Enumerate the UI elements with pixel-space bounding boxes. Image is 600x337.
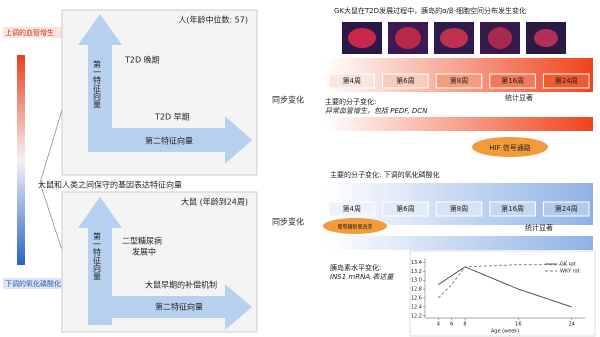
x-tick-label: 16	[515, 322, 521, 328]
week-label: 第6周	[396, 204, 414, 213]
week-label: 第24周	[555, 76, 578, 85]
axis-label: 第二特征向量	[155, 302, 203, 312]
micrographs	[342, 22, 566, 54]
color-bar	[17, 55, 25, 265]
week-label: 第16周	[501, 204, 524, 213]
legend-label: GK rat	[560, 262, 576, 268]
week-label: 第8周	[450, 76, 468, 85]
connector	[39, 109, 63, 251]
y-tick-label: 12.6	[411, 296, 422, 302]
x-tick-label: 4	[437, 322, 440, 328]
molecular: 主要的分子变化:	[325, 97, 376, 106]
stage-label: 二型糖尿病	[122, 236, 162, 246]
sync-label: 同步变化	[272, 95, 304, 105]
legend-top: 上调的血管增生	[5, 28, 54, 37]
label-box	[3, 27, 65, 38]
arrow	[88, 284, 252, 330]
series-line	[438, 264, 572, 299]
legend-label: WKY rat	[560, 269, 580, 275]
pathway-ellipse	[472, 137, 548, 157]
y-tick-label: 12.2	[411, 313, 422, 319]
label-box	[3, 278, 75, 289]
glucose-ellipse	[323, 218, 387, 234]
stage-label: 大鼠早期的补偿机制	[145, 280, 217, 290]
sync-label: 同步变化	[272, 217, 304, 227]
conserved-label: 大鼠和人类之间保守的基因表达特征向量	[38, 180, 182, 190]
axis-label: 第一特征向量	[93, 231, 102, 280]
arrow	[78, 14, 122, 150]
week-label: 第8周	[450, 204, 468, 213]
axis-label: 第一特征向量	[93, 59, 102, 108]
molecular: 主要的分子变化: 下调的氧化磷酸化	[330, 170, 440, 179]
glucose-label: 葡萄糖耐量改变	[337, 224, 372, 231]
gradient-bar	[325, 236, 593, 250]
significance: 统计显著	[525, 223, 553, 232]
section-title: GK大鼠在T2D发展过程中，胰岛的α/β-细胞空间分布发生变化	[334, 6, 526, 15]
x-tick-label: 8	[463, 322, 466, 328]
week-label: 第4周	[343, 76, 361, 85]
insulin: INS1 mRNA 表达量	[330, 273, 394, 281]
week-box	[328, 201, 376, 217]
y-tick-label: 13.4	[411, 260, 422, 266]
stage-label: T2D 早期	[154, 113, 190, 122]
week-label: 第6周	[396, 76, 414, 85]
stage-label: 发展中	[132, 247, 156, 257]
panel-title: 大鼠 (年龄到24周)	[181, 197, 248, 207]
gradient-bar	[325, 117, 593, 131]
y-tick-label: 12.4	[411, 304, 422, 310]
week-box	[489, 73, 536, 89]
week-label: 第24周	[555, 204, 578, 213]
week-label: 第16周	[501, 76, 524, 85]
x-axis-label: Age (week)	[491, 329, 519, 335]
chart-frame	[409, 250, 596, 337]
axis-label: 第二特征向量	[145, 136, 193, 146]
y-tick-label: 13.2	[411, 269, 422, 275]
week-box	[489, 201, 536, 217]
x-tick-label: 24	[568, 322, 574, 328]
arrow	[88, 116, 252, 164]
week-box	[382, 201, 429, 217]
week-label: 第4周	[343, 204, 361, 213]
significance: 统计显著	[505, 93, 533, 102]
y-tick-label: 13.0	[411, 278, 422, 284]
molecular: 异常血管增生，包括 PEDF, DCN	[325, 107, 428, 115]
week-box	[435, 73, 483, 89]
y-tick-label: 12.8	[411, 287, 422, 293]
week-box	[542, 73, 590, 89]
stage-label: T2D 晚期	[124, 55, 160, 65]
panel-title: 人(年龄中位数: 57)	[178, 15, 248, 25]
legend-bottom: 下调的氧化磷酸化	[5, 279, 61, 288]
arrow	[78, 197, 122, 325]
insulin: 胰岛素水平变化:	[330, 263, 381, 272]
pathway: HIF 信号通路	[489, 143, 531, 152]
week-box	[328, 73, 376, 89]
week-box	[382, 73, 429, 89]
week-box	[542, 201, 590, 217]
week-box	[435, 201, 483, 217]
x-tick-label: 6	[450, 322, 453, 328]
